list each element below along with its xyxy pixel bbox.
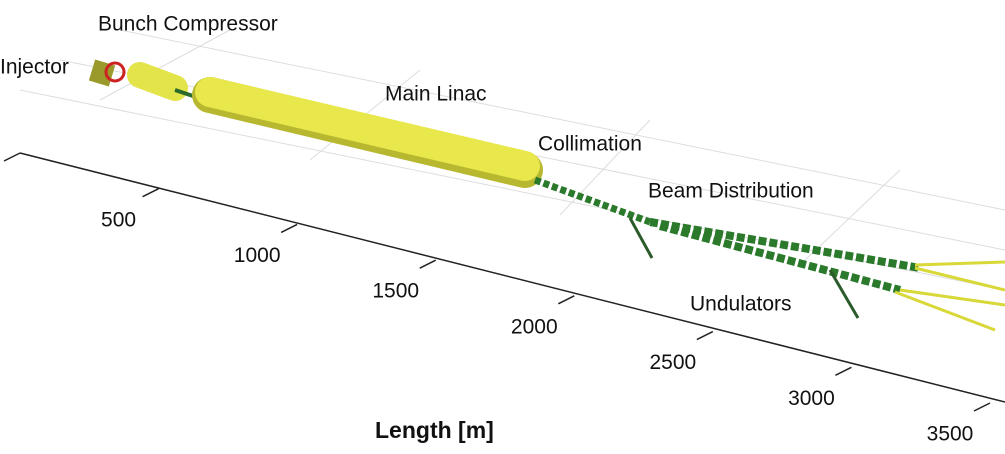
- tick-label: 3500: [927, 423, 974, 446]
- tick-label: 1500: [372, 280, 419, 303]
- tick-mark: [143, 189, 159, 197]
- tick-label: 2500: [649, 351, 696, 374]
- axis-title: Length [m]: [375, 417, 494, 443]
- tick-mark: [558, 296, 574, 304]
- label: Beam Distribution: [648, 180, 814, 203]
- tick-mark: [697, 332, 713, 340]
- tick-mark: [974, 403, 990, 411]
- tick-label: 3000: [788, 387, 835, 410]
- undulator-line: [900, 290, 1005, 305]
- tick-label: 2000: [511, 315, 558, 338]
- collimation-line: [535, 180, 650, 222]
- beamline: [92, 63, 1005, 330]
- distribution-line: [650, 222, 920, 268]
- undulator-line: [915, 268, 1005, 290]
- distribution-line: [660, 226, 900, 290]
- undulator-line: [915, 262, 1005, 265]
- tick-label: 500: [101, 208, 136, 231]
- tick-label: 1000: [234, 244, 281, 267]
- tick-mark: [420, 260, 436, 268]
- label: Injector: [0, 56, 69, 79]
- label: Main Linac: [385, 83, 487, 106]
- accelerator-diagram: Injector Bunch Compressor Main Linac Col…: [0, 0, 1005, 454]
- bunch-compressor-cylinder: [140, 75, 175, 88]
- label: Bunch Compressor: [98, 13, 278, 36]
- label: Collimation: [538, 133, 642, 156]
- label: Undulators: [690, 293, 792, 316]
- tick-mark: [4, 153, 20, 161]
- tick-mark: [281, 224, 297, 232]
- injector-module: [92, 70, 112, 76]
- tick-mark: [835, 367, 851, 375]
